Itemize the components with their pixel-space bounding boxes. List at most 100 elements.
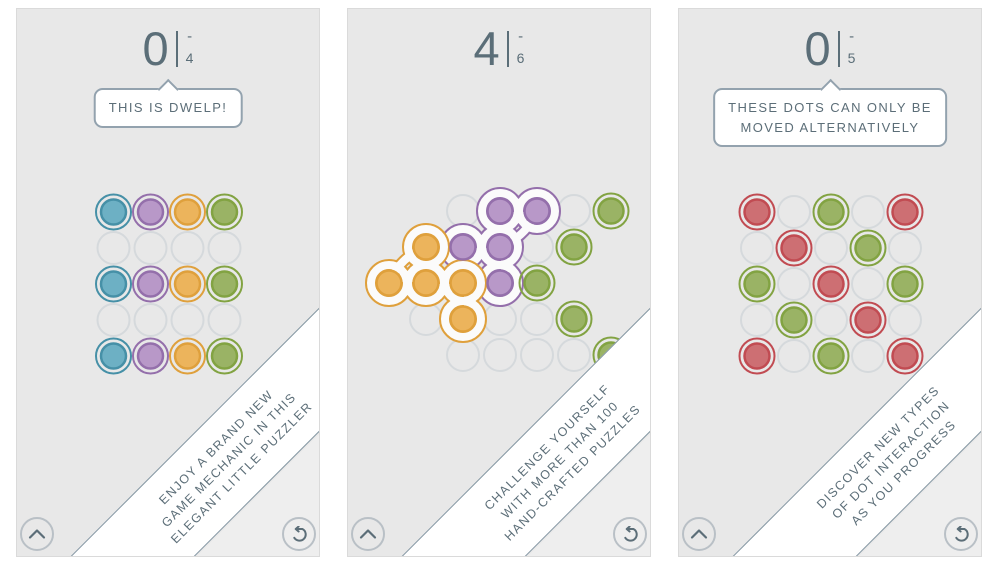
empty-cell[interactable] [520, 338, 554, 372]
score-fraction: - 5 [847, 29, 856, 66]
score-display: 4 - 6 [348, 25, 650, 72]
dot-green[interactable] [854, 234, 882, 262]
empty-cell[interactable] [483, 302, 517, 336]
dot-red[interactable] [891, 342, 919, 370]
dot-red[interactable] [780, 234, 808, 262]
undo-button[interactable] [944, 517, 978, 551]
dot-green[interactable] [597, 197, 625, 225]
dot-green[interactable] [210, 198, 239, 226]
green-dot-ring [206, 193, 243, 231]
empty-cell[interactable] [446, 338, 480, 372]
green-dot-ring [849, 229, 887, 267]
dot-red[interactable] [817, 270, 845, 298]
collapse-button[interactable] [682, 517, 716, 551]
dot-purple[interactable] [136, 198, 165, 226]
dot-purple[interactable] [486, 269, 514, 297]
empty-cell[interactable] [520, 302, 554, 336]
dot-orange[interactable] [449, 269, 477, 297]
dot-green[interactable] [523, 269, 551, 297]
empty-cell[interactable] [96, 303, 131, 337]
dot-blue[interactable] [99, 270, 128, 298]
dot-green[interactable] [210, 342, 239, 370]
empty-cell[interactable] [446, 194, 480, 228]
score-current: 4 [473, 22, 500, 75]
empty-cell[interactable] [207, 303, 242, 337]
undo-icon [293, 526, 307, 542]
empty-cell[interactable] [777, 195, 811, 229]
undo-button[interactable] [613, 517, 647, 551]
dot-purple[interactable] [523, 197, 551, 225]
empty-cell[interactable] [483, 338, 517, 372]
puzzle-grid[interactable] [17, 9, 320, 557]
empty-cell[interactable] [740, 303, 774, 337]
empty-cell[interactable] [777, 267, 811, 301]
dot-purple[interactable] [486, 197, 514, 225]
empty-cell[interactable] [170, 303, 205, 337]
dot-green[interactable] [817, 198, 845, 226]
collapse-button[interactable] [20, 517, 54, 551]
dot-orange[interactable] [173, 270, 202, 298]
dot-green[interactable] [743, 270, 771, 298]
bubble-line: THIS IS DWELP! [108, 100, 228, 115]
empty-cell[interactable] [740, 231, 774, 265]
dot-green[interactable] [817, 342, 845, 370]
dot-orange[interactable] [173, 198, 202, 226]
red-dot-ring [812, 265, 850, 303]
empty-cell[interactable] [777, 339, 811, 373]
empty-cell[interactable] [133, 231, 168, 265]
dot-red[interactable] [743, 342, 771, 370]
empty-cell[interactable] [888, 231, 922, 265]
dot-orange[interactable] [375, 269, 403, 297]
empty-cell[interactable] [888, 303, 922, 337]
empty-cell[interactable] [409, 302, 443, 336]
green-dot-ring [812, 337, 850, 375]
dot-purple[interactable] [136, 342, 165, 370]
dot-orange[interactable] [449, 305, 477, 333]
chevron-up-icon [359, 529, 377, 539]
empty-cell[interactable] [207, 231, 242, 265]
chevron-up-icon [690, 529, 708, 539]
dot-blue[interactable] [99, 342, 128, 370]
dot-green[interactable] [780, 306, 808, 334]
empty-cell[interactable] [851, 267, 885, 301]
dot-purple[interactable] [449, 233, 477, 261]
dot-green[interactable] [891, 270, 919, 298]
empty-cell[interactable] [557, 194, 591, 228]
empty-cell[interactable] [851, 195, 885, 229]
empty-cell[interactable] [170, 231, 205, 265]
bubble-line: THESE DOTS CAN ONLY BE [728, 100, 932, 115]
dot-red[interactable] [854, 306, 882, 334]
orange-dot-ring [169, 265, 206, 303]
empty-cell[interactable] [96, 231, 131, 265]
dot-orange[interactable] [412, 233, 440, 261]
green-dot-ring [775, 301, 813, 339]
game-panel: 0 - 4 THIS IS DWELP! ENJOY A BRAND NEW GA… [16, 8, 320, 557]
dot-green[interactable] [210, 270, 239, 298]
dot-green[interactable] [560, 305, 588, 333]
dot-red[interactable] [891, 198, 919, 226]
empty-cell[interactable] [814, 303, 848, 337]
green-dot-ring [738, 265, 776, 303]
dot-purple[interactable] [486, 233, 514, 261]
puzzle-grid[interactable] [348, 9, 651, 557]
empty-cell[interactable] [133, 303, 168, 337]
red-dot-ring [849, 301, 887, 339]
collapse-button[interactable] [351, 517, 385, 551]
chain-loop [441, 297, 485, 341]
game-panel: 4 - 6 CHALLENGE YOURSELF WITH MORE THAN 1… [347, 8, 651, 557]
dot-orange[interactable] [412, 269, 440, 297]
puzzle-grid[interactable] [679, 9, 982, 557]
dot-green[interactable] [560, 233, 588, 261]
dot-blue[interactable] [99, 198, 128, 226]
bubble-line: MOVED ALTERNATIVELY [740, 119, 920, 135]
empty-cell[interactable] [814, 231, 848, 265]
dot-orange[interactable] [173, 342, 202, 370]
empty-cell[interactable] [851, 339, 885, 373]
dot-purple[interactable] [136, 270, 165, 298]
blue-dot-ring [95, 193, 132, 231]
dot-red[interactable] [743, 198, 771, 226]
undo-icon [624, 526, 638, 542]
empty-cell[interactable] [557, 338, 591, 372]
undo-button[interactable] [282, 517, 316, 551]
score-total: 5 [847, 50, 856, 66]
